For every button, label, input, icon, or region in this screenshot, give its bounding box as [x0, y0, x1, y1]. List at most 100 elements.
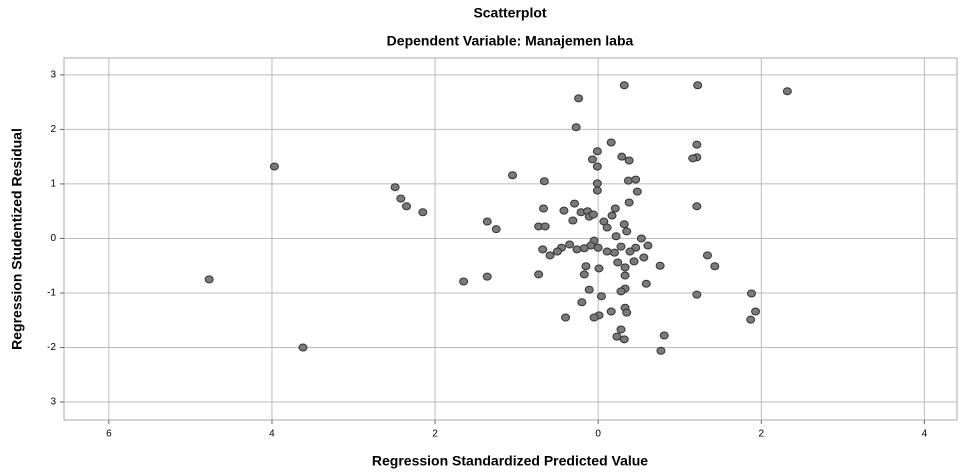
point	[589, 313, 599, 322]
point	[390, 183, 400, 192]
point	[612, 332, 622, 341]
x-tick-label: 0	[595, 429, 601, 440]
point	[616, 325, 626, 334]
point	[620, 263, 630, 272]
x-tick-label: 2	[758, 429, 764, 440]
y-tick-label: 0	[50, 233, 56, 244]
point	[641, 279, 651, 288]
point	[561, 313, 571, 322]
point	[298, 343, 308, 352]
point	[625, 247, 635, 256]
point	[624, 156, 634, 165]
point	[659, 331, 669, 340]
point	[606, 138, 616, 147]
point	[702, 251, 712, 260]
y-tick-label: -2	[47, 342, 56, 353]
point	[579, 270, 589, 279]
chart-title: Scatterplot	[473, 5, 546, 21]
point	[751, 307, 761, 316]
point	[782, 87, 792, 96]
point	[482, 217, 492, 226]
point	[746, 315, 756, 324]
point	[693, 81, 703, 90]
point	[459, 277, 469, 286]
point	[623, 176, 633, 185]
point	[636, 234, 646, 243]
point	[692, 290, 702, 299]
point	[619, 335, 629, 344]
point	[396, 194, 406, 203]
point	[602, 247, 612, 256]
point	[579, 244, 589, 253]
plot-area	[63, 57, 958, 421]
point	[656, 346, 666, 355]
x-tick-label: 4	[269, 429, 275, 440]
x-tick-label: 6	[106, 429, 112, 440]
point	[609, 248, 619, 257]
point	[588, 210, 598, 219]
point	[592, 147, 602, 156]
point	[607, 211, 617, 220]
point	[688, 154, 698, 163]
point	[538, 245, 548, 254]
point	[629, 257, 639, 266]
point	[571, 123, 581, 132]
point	[616, 287, 626, 296]
y-tick-label: 3	[50, 70, 56, 81]
point	[710, 262, 720, 271]
point	[594, 264, 604, 273]
point	[540, 222, 550, 231]
point	[539, 204, 549, 213]
point	[581, 262, 591, 271]
point	[655, 261, 665, 270]
y-tick-label: 2	[50, 124, 56, 135]
point	[570, 199, 580, 208]
point	[545, 251, 555, 260]
point	[617, 152, 627, 161]
point	[559, 206, 569, 215]
point	[592, 186, 602, 195]
point	[204, 275, 214, 284]
point	[593, 243, 603, 252]
point	[565, 240, 575, 249]
point	[539, 177, 549, 186]
point	[602, 223, 612, 232]
y-axis-label: Regression Studentized Residual	[9, 128, 25, 350]
point	[534, 270, 544, 279]
point	[606, 307, 616, 316]
point	[624, 198, 634, 207]
point	[418, 208, 428, 217]
point	[596, 292, 606, 301]
point	[508, 171, 518, 180]
point	[592, 162, 602, 171]
x-tick-label: 2	[432, 429, 438, 440]
point	[622, 308, 632, 317]
point	[482, 272, 492, 281]
point	[610, 204, 620, 213]
point	[631, 175, 641, 184]
point	[622, 227, 632, 236]
point	[643, 241, 653, 250]
point	[746, 289, 756, 298]
y-tick-label: 3	[50, 397, 56, 408]
point	[692, 202, 702, 211]
point	[572, 245, 582, 254]
point	[574, 94, 584, 103]
point	[632, 187, 642, 196]
y-tick-label: 1	[50, 179, 56, 190]
point	[611, 232, 621, 241]
point	[552, 247, 562, 256]
x-axis-label: Regression Standardized Predicted Value	[372, 453, 648, 469]
point	[402, 202, 412, 211]
point	[592, 179, 602, 188]
point	[619, 220, 629, 229]
point	[269, 162, 279, 171]
y-tick-label: -1	[47, 288, 56, 299]
point	[584, 285, 594, 294]
point	[692, 140, 702, 149]
point	[587, 155, 597, 164]
point	[619, 81, 629, 90]
point	[491, 225, 501, 234]
x-tick-label: 4	[922, 429, 928, 440]
